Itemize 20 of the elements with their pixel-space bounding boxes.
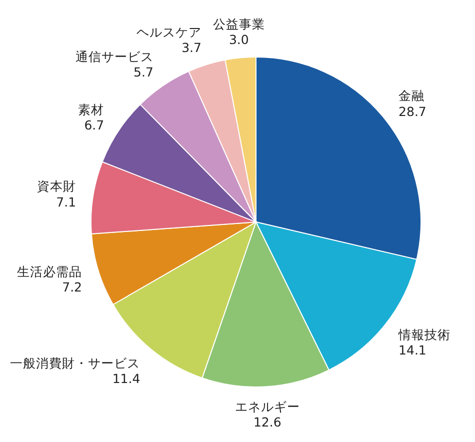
data-label: 14.1 xyxy=(398,342,426,358)
slice-label: 金融 xyxy=(398,88,425,104)
slice-label: 素材 xyxy=(78,102,104,117)
slice-label: 一般消費財・サービス xyxy=(10,356,140,371)
slice-label: エネルギー xyxy=(234,399,300,414)
data-label: 7.1 xyxy=(56,194,76,210)
slice-label: 資本財 xyxy=(37,178,76,194)
slice-label: 情報技術 xyxy=(398,326,451,342)
slice-label: 通信サービス xyxy=(75,48,154,64)
data-label: 12.6 xyxy=(253,414,282,430)
slice-label: 公益事業 xyxy=(212,16,265,32)
data-label: 28.7 xyxy=(398,104,426,119)
data-label: 3.7 xyxy=(182,40,202,55)
data-label: 6.7 xyxy=(84,117,104,132)
data-label: 5.7 xyxy=(134,64,154,80)
data-label: 7.2 xyxy=(62,279,82,294)
slice-label: 生活必需品 xyxy=(17,264,82,279)
data-label: 3.0 xyxy=(228,32,249,47)
data-label: 11.4 xyxy=(112,371,140,386)
slice-label: ヘルスケア xyxy=(136,24,202,40)
